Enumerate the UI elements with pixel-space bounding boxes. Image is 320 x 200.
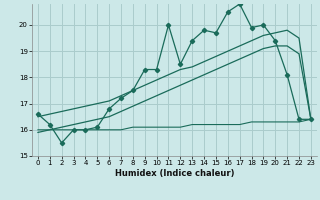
X-axis label: Humidex (Indice chaleur): Humidex (Indice chaleur) <box>115 169 234 178</box>
